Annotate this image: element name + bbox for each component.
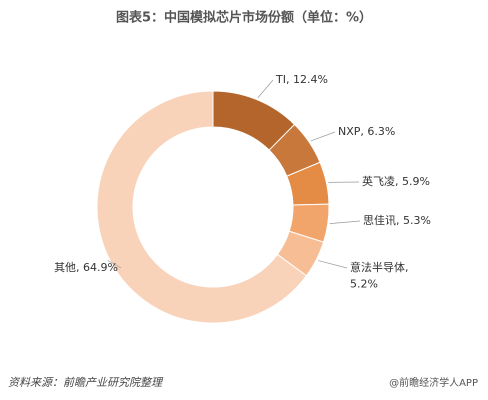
data-label: 意法半导体, 5.2% bbox=[350, 260, 409, 291]
leader-line bbox=[310, 131, 336, 142]
data-label: 其他, 64.9% bbox=[54, 261, 118, 274]
data-label: NXP, 6.3% bbox=[338, 125, 395, 138]
data-label: 英飞凌, 5.9% bbox=[362, 174, 430, 188]
data-label: 思佳讯, 5.3% bbox=[363, 213, 431, 227]
source: 资料来源：前瞻产业研究院整理 bbox=[8, 376, 164, 389]
leader-line bbox=[318, 260, 348, 269]
data-label: TI, 12.4% bbox=[275, 73, 328, 86]
donut-slice bbox=[96, 90, 308, 324]
leader-line bbox=[257, 79, 274, 99]
chart-title: 图表5：中国模拟芯片市场份额（单位：%） bbox=[116, 10, 372, 26]
leader-line bbox=[107, 259, 122, 269]
credit: @前瞻经济学人APP bbox=[389, 376, 478, 389]
leader-line bbox=[329, 220, 361, 224]
